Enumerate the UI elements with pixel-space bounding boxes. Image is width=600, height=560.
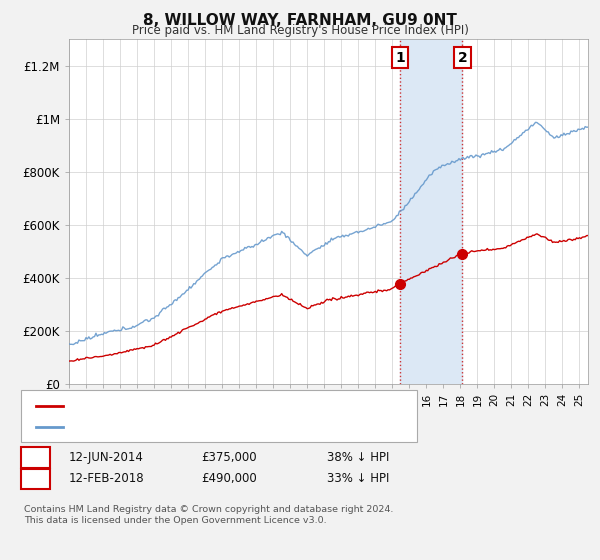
- Text: 12-FEB-2018: 12-FEB-2018: [69, 472, 145, 486]
- Text: 2: 2: [458, 51, 467, 65]
- Text: 1: 1: [31, 451, 40, 464]
- Text: 38% ↓ HPI: 38% ↓ HPI: [327, 451, 389, 464]
- Text: 8, WILLOW WAY, FARNHAM, GU9 0NT (detached house): 8, WILLOW WAY, FARNHAM, GU9 0NT (detache…: [69, 401, 371, 411]
- Text: 2: 2: [31, 472, 40, 486]
- Text: HPI: Average price, detached house, Waverley: HPI: Average price, detached house, Wave…: [69, 422, 322, 432]
- Text: 33% ↓ HPI: 33% ↓ HPI: [327, 472, 389, 486]
- Text: £375,000: £375,000: [201, 451, 257, 464]
- Text: Price paid vs. HM Land Registry's House Price Index (HPI): Price paid vs. HM Land Registry's House …: [131, 24, 469, 36]
- Bar: [400, 39, 463, 384]
- Text: 12-JUN-2014: 12-JUN-2014: [69, 451, 144, 464]
- Text: £490,000: £490,000: [201, 472, 257, 486]
- Text: 8, WILLOW WAY, FARNHAM, GU9 0NT: 8, WILLOW WAY, FARNHAM, GU9 0NT: [143, 13, 457, 28]
- Text: Contains HM Land Registry data © Crown copyright and database right 2024.
This d: Contains HM Land Registry data © Crown c…: [24, 505, 394, 525]
- Text: 1: 1: [395, 51, 405, 65]
